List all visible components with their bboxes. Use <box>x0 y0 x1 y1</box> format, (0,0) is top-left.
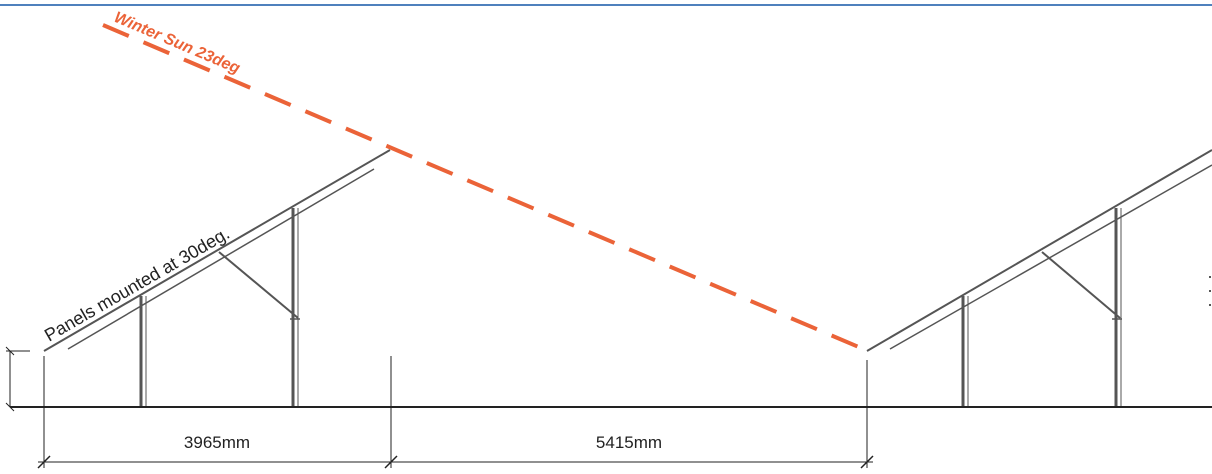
edge-marks <box>1209 276 1211 306</box>
right-brace <box>1041 251 1121 319</box>
panel-angle-label: Panels mounted at 30deg. <box>41 223 233 345</box>
dimension-lines <box>37 356 874 469</box>
height-dimension <box>5 346 30 412</box>
left-brace <box>218 251 299 319</box>
winter-sun-label: Winter Sun 23deg <box>111 9 242 77</box>
left-panel-rail <box>67 168 375 350</box>
right-panel-array <box>866 149 1212 406</box>
dimension-label-2: 5415mm <box>596 433 662 452</box>
left-panel-array <box>43 149 391 406</box>
right-panel-surface <box>866 149 1212 352</box>
dimension-label-1: 3965mm <box>184 433 250 452</box>
right-panel-rail <box>889 164 1212 350</box>
left-panel-surface <box>43 149 391 352</box>
winter-sun-ray-line <box>102 23 869 353</box>
